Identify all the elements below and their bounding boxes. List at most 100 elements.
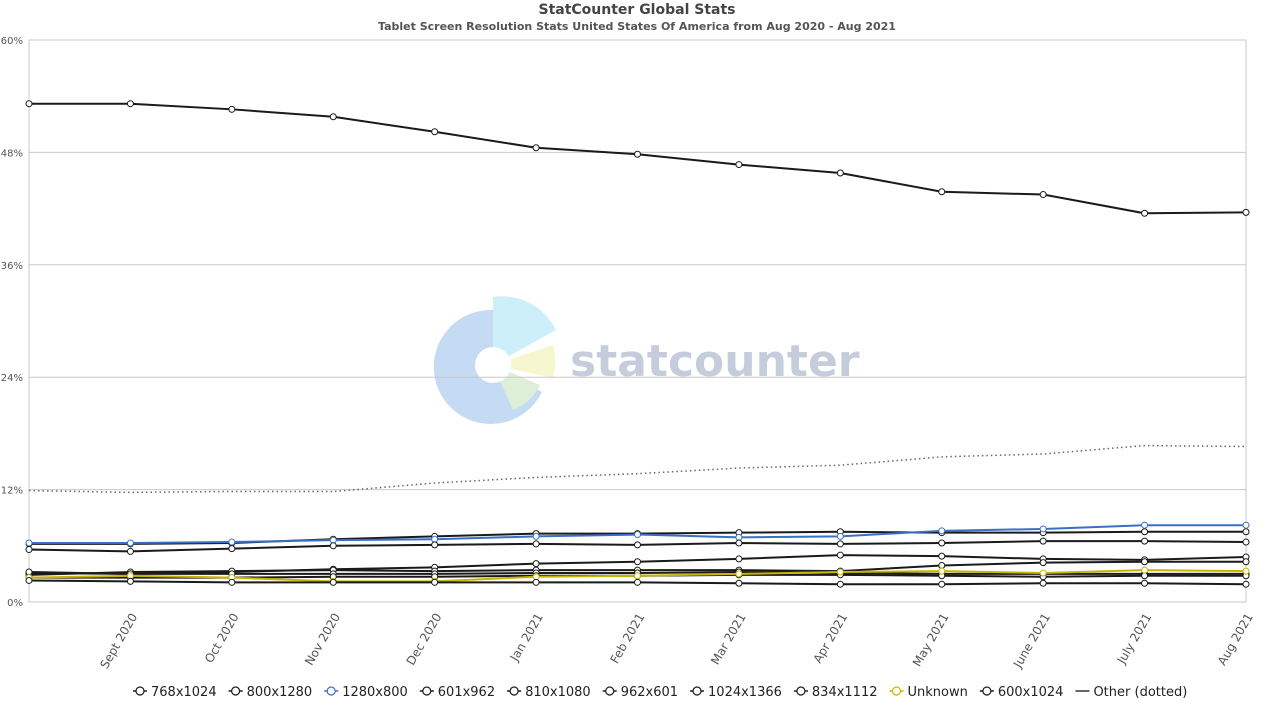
legend: 768x1024 800x1280 1280x800 601x962 810x1080 9… (133, 685, 1187, 700)
data-point (1242, 567, 1250, 575)
data-point (329, 113, 337, 121)
legend-label: 600x1024 (998, 685, 1064, 700)
data-point (1141, 572, 1149, 580)
legend-label: 1280x800 (342, 685, 408, 700)
x-tick-label: July 2021 (1114, 611, 1155, 667)
data-point (1242, 558, 1250, 566)
legend-symbol (692, 686, 702, 696)
data-point (735, 570, 743, 578)
data-point (126, 572, 134, 580)
data-point (938, 188, 946, 196)
data-point (25, 576, 33, 584)
x-tick-label: Jan 2021 (507, 611, 546, 665)
data-point (634, 531, 641, 539)
series-line (29, 102, 1247, 215)
data-point (1242, 208, 1250, 216)
x-tick-label: Mar 2021 (708, 611, 749, 667)
data-point (431, 535, 439, 543)
y-tick-label: 0% (7, 598, 23, 609)
data-point (228, 578, 236, 586)
data-point (1141, 209, 1149, 217)
legend-symbol (509, 686, 519, 696)
legend-symbol (326, 686, 336, 696)
data-point (836, 551, 844, 559)
data-point (126, 539, 134, 547)
data-point (228, 538, 236, 546)
legend-label: 834x1112 (812, 685, 878, 700)
data-point (228, 545, 236, 553)
data-point (532, 578, 540, 586)
legend-symbol (230, 686, 241, 696)
plot-border (28, 39, 1247, 603)
data-point (735, 539, 743, 547)
data-point (735, 161, 743, 169)
data-point (735, 533, 743, 541)
data-point (1141, 579, 1149, 587)
x-tick-label: Oct 2020 (202, 611, 242, 666)
x-tick-label: Sept 2020 (97, 611, 140, 671)
data-point (634, 541, 641, 549)
data-point (532, 144, 540, 152)
y-tick-label: 60% (1, 36, 23, 47)
data-point (634, 558, 641, 566)
data-point (1039, 537, 1047, 545)
legend-label: 810x1080 (525, 685, 591, 700)
data-point (836, 169, 844, 177)
data-point (938, 561, 946, 569)
series-line (28, 444, 1247, 494)
data-point (228, 105, 236, 113)
data-point (25, 546, 33, 554)
data-point (329, 578, 337, 586)
data-point (329, 536, 337, 544)
data-point (634, 572, 641, 580)
x-tick-label: Aug 2021 (1215, 611, 1256, 668)
legend-symbol (796, 686, 806, 696)
data-point (25, 100, 33, 108)
data-point (126, 100, 134, 108)
y-tick-label: 24% (1, 373, 23, 384)
data-point (1039, 191, 1047, 199)
data-point (25, 539, 33, 547)
data-point (634, 150, 641, 158)
data-point (836, 580, 844, 588)
data-point (938, 567, 946, 575)
data-point (126, 577, 134, 585)
chart-subtitle: Tablet Screen Resolution Stats United St… (378, 20, 896, 33)
data-point (532, 540, 540, 548)
legend-symbol (135, 686, 145, 696)
data-point (1141, 566, 1149, 574)
data-point (1141, 521, 1149, 529)
legend-symbol (605, 686, 615, 696)
data-point (1039, 579, 1047, 587)
legend-symbol (422, 686, 432, 696)
data-point (1039, 525, 1047, 533)
data-point (25, 568, 33, 576)
data-point (1242, 580, 1250, 588)
data-point (938, 552, 946, 560)
watermark: statcounter (570, 336, 860, 387)
data-point (634, 578, 641, 586)
data-point (938, 539, 946, 547)
data-point (1242, 521, 1250, 529)
chart-title: StatCounter Global Stats (538, 2, 735, 18)
data-point (1141, 537, 1149, 545)
legend-symbol (891, 686, 902, 696)
legend-label: Unknown (908, 685, 968, 700)
legend-label: 601x962 (438, 685, 495, 700)
data-point (735, 555, 743, 563)
data-point (1141, 528, 1149, 536)
data-point (1039, 559, 1047, 567)
x-tick-label: Feb 2021 (607, 611, 647, 666)
y-tick-label: 36% (1, 261, 23, 272)
legend-label: 962x601 (621, 685, 678, 700)
data-point (532, 560, 540, 568)
data-point (1242, 538, 1250, 546)
data-point (938, 580, 946, 588)
data-point (836, 532, 844, 540)
x-tick-label: Apr 2021 (811, 611, 851, 666)
data-point (532, 573, 540, 581)
data-point (431, 541, 439, 549)
data-point (431, 128, 439, 136)
x-tick-label: June 2021 (1010, 611, 1053, 671)
